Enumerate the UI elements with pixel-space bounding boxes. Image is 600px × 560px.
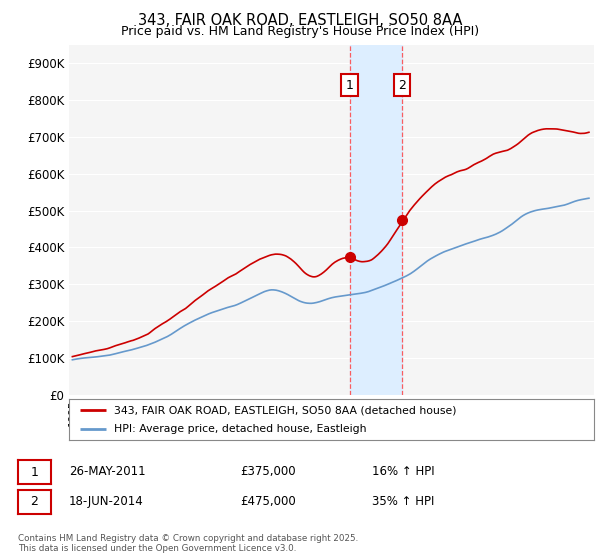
Text: 1: 1 [31, 465, 38, 479]
Text: Price paid vs. HM Land Registry's House Price Index (HPI): Price paid vs. HM Land Registry's House … [121, 25, 479, 39]
Text: £375,000: £375,000 [240, 465, 296, 478]
Text: Contains HM Land Registry data © Crown copyright and database right 2025.
This d: Contains HM Land Registry data © Crown c… [18, 534, 358, 553]
Text: 26-MAY-2011: 26-MAY-2011 [69, 465, 146, 478]
Bar [350, 45, 402, 395]
Text: 16% ↑ HPI: 16% ↑ HPI [372, 465, 434, 478]
Text: HPI: Average price, detached house, Eastleigh: HPI: Average price, detached house, East… [113, 423, 366, 433]
Text: 35% ↑ HPI: 35% ↑ HPI [372, 494, 434, 508]
Text: 1: 1 [346, 79, 354, 92]
Text: 343, FAIR OAK ROAD, EASTLEIGH, SO50 8AA: 343, FAIR OAK ROAD, EASTLEIGH, SO50 8AA [138, 13, 462, 28]
Text: £475,000: £475,000 [240, 494, 296, 508]
Text: 18-JUN-2014: 18-JUN-2014 [69, 494, 144, 508]
Text: 343, FAIR OAK ROAD, EASTLEIGH, SO50 8AA (detached house): 343, FAIR OAK ROAD, EASTLEIGH, SO50 8AA … [113, 405, 456, 415]
Text: 2: 2 [31, 495, 38, 508]
Text: 2: 2 [398, 79, 406, 92]
